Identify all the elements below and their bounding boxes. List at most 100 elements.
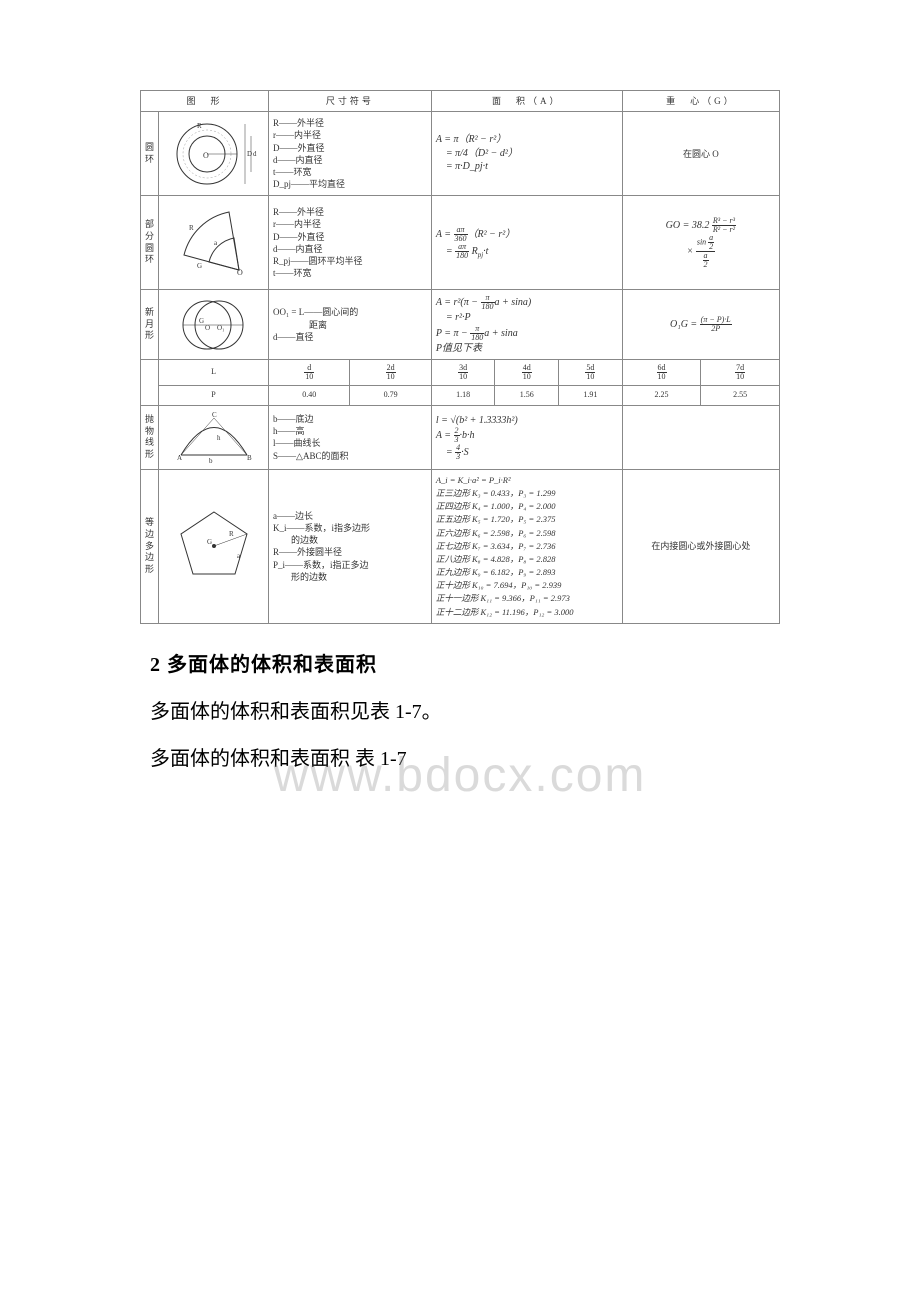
figure-crescent: G O O₁ (159, 290, 269, 360)
label-text: 抛物线形 (145, 414, 154, 459)
row-parabola: 抛物线形 A C B b h b——底边 h——高 l——曲线长 (141, 405, 780, 469)
formula-line: 正九边形 K₉ = 6.182，P₉ = 2.893 (436, 566, 618, 579)
row-sector-ring: 部分圆环 O R G a R——外半径 r——内半径 D——外直径 d——内直径… (141, 196, 780, 290)
formula-line: = π/4（D² − d²） (436, 147, 618, 161)
svg-text:A: A (177, 454, 182, 462)
svg-text:R: R (189, 224, 194, 232)
formula-line: A = π（R² − r²） (436, 133, 618, 147)
svg-text:G: G (207, 538, 212, 546)
section-heading: 2 多面体的体积和表面积 (150, 648, 780, 677)
polygon-icon: G R a (169, 506, 259, 586)
sym-line: R_pj——圆环平均半径 (273, 255, 427, 267)
formula-line: 正十二边形 K₁₂ = 11.196，P₁₂ = 3.000 (436, 606, 618, 619)
row-annulus: 圆环 O R D d R——外半径 r——内半径 (141, 112, 780, 196)
formula-line: A_i = K_i·a² = P_i·R² (436, 474, 618, 487)
row-polygon: 等边多边形 G R a a——边长 K_i——系数，i指多边形 的边数 R——外… (141, 469, 780, 623)
formula-line: 正七边形 K₇ = 3.634，P₇ = 2.736 (436, 540, 618, 553)
sym-line: D——外直径 (273, 142, 427, 154)
symbols-parabola: b——底边 h——高 l——曲线长 S——△ABC的面积 (269, 405, 432, 469)
area-sector-ring: A = aπ360（R² − r²） = aπ180 Rpj·t (431, 196, 622, 290)
svg-text:O: O (203, 151, 209, 160)
cg-annulus: 在圆心 O (622, 112, 779, 196)
formula-line: A = 23·b·h (436, 427, 618, 444)
formula-line: 正六边形 K₆ = 2.598，P₆ = 2.598 (436, 527, 618, 540)
th-centroid: 重 心（G） (622, 91, 779, 112)
document-page: 图 形 尺寸符号 面 积（A） 重 心（G） 圆环 O R D (0, 0, 920, 771)
sym-line: t——环宽 (273, 267, 427, 279)
area-crescent: A = r²(π − π180a + sina) = r²·P P = π − … (431, 290, 622, 360)
sym-line: D——外直径 (273, 231, 427, 243)
sym-line: d——直径 (273, 331, 427, 343)
formula-line: = 43·S (436, 444, 618, 461)
symbols-annulus: R——外半径 r——内半径 D——外直径 d——内直径 t——环宽 D_pj——… (269, 112, 432, 196)
sym-line: h——高 (273, 425, 427, 437)
sym-line: a——边长 (273, 510, 427, 522)
sym-line: OO₁ = L——圆心间的 (273, 306, 427, 318)
sym-line: d——内直径 (273, 243, 427, 255)
label-text: 新月形 (145, 307, 154, 340)
area-annulus: A = π（R² − r²） = π/4（D² − d²） = π·D_pj·t (431, 112, 622, 196)
formula-line: 正三边形 K₃ = 0.433，P₃ = 1.299 (436, 487, 618, 500)
sym-line: r——内半径 (273, 129, 427, 141)
formula-line: = π·D_pj·t (436, 160, 618, 174)
formula-line: 正八边形 K₈ = 4.828，P₈ = 2.828 (436, 553, 618, 566)
svg-text:D: D (247, 150, 252, 158)
p-val: 1.18 (431, 386, 495, 406)
geometry-table: 图 形 尺寸符号 面 积（A） 重 心（G） 圆环 O R D (140, 90, 780, 624)
p-val: 2.25 (622, 386, 701, 406)
formula-line: 正十边形 K₁₀ = 7.694，P₁₀ = 2.939 (436, 579, 618, 592)
formula-line: O₁G = (π − P)·L2P (627, 316, 775, 333)
formula-line: 正十一边形 K₁₁ = 9.366，P₁₁ = 2.973 (436, 592, 618, 605)
sym-line: r——内半径 (273, 218, 427, 230)
figure-annulus: O R D d (159, 112, 269, 196)
svg-text:d: d (253, 150, 257, 158)
sector-ring-icon: O R G a (169, 200, 259, 285)
svg-text:b: b (209, 457, 213, 465)
figure-parabola: A C B b h (159, 405, 269, 469)
formula-line: P值见下表 (436, 342, 618, 356)
formula-line: A = r²(π − π180a + sina) (436, 294, 618, 311)
th-area: 面 积（A） (431, 91, 622, 112)
p-P-label: P (159, 386, 269, 406)
p-L-val: 3d10 (431, 360, 495, 386)
cg-sector-ring: GO = 38.2 R³ − r³R² − r² × sin a2a2 (622, 196, 779, 290)
svg-text:R: R (197, 122, 202, 130)
label-text: 部分圆环 (145, 219, 154, 264)
svg-text:a: a (214, 239, 218, 247)
formula-line: 正四边形 K₄ = 1.000，P₄ = 2.000 (436, 500, 618, 513)
svg-text:G: G (199, 317, 204, 325)
svg-text:B: B (247, 454, 252, 462)
paragraph-1: 多面体的体积和表面积见表 1-7。 (150, 695, 780, 724)
svg-text:R: R (229, 530, 234, 538)
formula-line: = aπ180 Rpj·t (436, 243, 618, 260)
sym-line: S——△ABC的面积 (273, 450, 427, 462)
p-val: 2.55 (701, 386, 780, 406)
th-symbols: 尺寸符号 (269, 91, 432, 112)
p-L-val: d10 (269, 360, 350, 386)
label-parabola: 抛物线形 (141, 405, 159, 469)
figure-polygon: G R a (159, 469, 269, 623)
sym-line: 的边数 (273, 534, 427, 546)
p-L-val: 4d10 (495, 360, 559, 386)
symbols-sector-ring: R——外半径 r——内半径 D——外直径 d——内直径 R_pj——圆环平均半径… (269, 196, 432, 290)
p-table-header: L d10 2d10 3d10 4d10 5d10 6d10 7d10 (141, 360, 780, 386)
p-val: 0.40 (269, 386, 350, 406)
parabola-icon: A C B b h (169, 410, 259, 465)
svg-text:C: C (212, 411, 217, 419)
p-L-val: 2d10 (350, 360, 431, 386)
sym-line: R——外半径 (273, 117, 427, 129)
cg-parabola (622, 405, 779, 469)
label-sector-ring: 部分圆环 (141, 196, 159, 290)
sym-line: P_i——系数，i指正多边 (273, 559, 427, 571)
p-val: 1.91 (559, 386, 623, 406)
sym-line: R——外半径 (273, 206, 427, 218)
sym-line: l——曲线长 (273, 437, 427, 449)
th-figure: 图 形 (141, 91, 269, 112)
svg-text:O: O (237, 268, 243, 277)
p-L-val: 6d10 (622, 360, 701, 386)
sym-line: R——外接圆半径 (273, 546, 427, 558)
figure-sector-ring: O R G a (159, 196, 269, 290)
formula-line: GO = 38.2 R³ − r³R² − r² (627, 217, 775, 234)
paragraph-2: 多面体的体积和表面积 表 1-7 (150, 742, 780, 771)
sym-line: D_pj——平均直径 (273, 178, 427, 190)
